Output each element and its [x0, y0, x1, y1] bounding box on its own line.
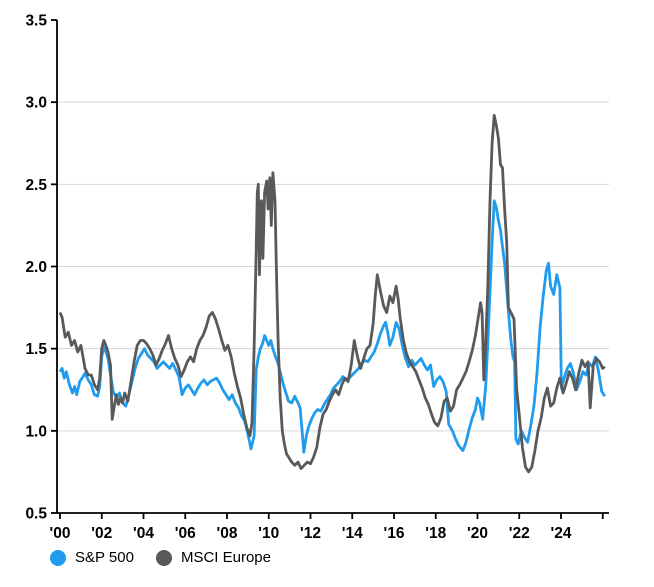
legend-item-msci-europe: MSCI Europe	[155, 549, 271, 566]
x-tick-label: '04	[133, 525, 154, 542]
x-tick-label: '00	[50, 525, 71, 542]
legend-label-sp500: S&P 500	[75, 549, 134, 566]
series-line-sp500	[58, 199, 606, 454]
x-tick-label: '20	[467, 525, 488, 542]
y-tick-label: 1.5	[25, 341, 47, 358]
x-tick-label: '08	[217, 525, 238, 542]
x-tick-label: '14	[342, 525, 363, 542]
y-tick-label: 0.5	[25, 506, 47, 523]
series-line-msci-europe	[58, 113, 606, 474]
y-tick-label: 2.0	[25, 259, 47, 276]
x-tick-label: '18	[425, 525, 446, 542]
y-tick-label: 1.0	[25, 423, 47, 440]
legend-item-sp500: S&P 500	[50, 549, 134, 566]
legend-swatch-sp500-icon	[50, 549, 66, 566]
legend: S&P 500 MSCI Europe	[50, 549, 271, 566]
x-tick-label: '16	[384, 525, 405, 542]
x-tick-label: '12	[300, 525, 321, 542]
y-tick-label: 3.5	[25, 13, 47, 30]
x-tick-label: '10	[258, 525, 279, 542]
y-tick-label: 3.0	[25, 95, 47, 112]
y-tick-label: 2.5	[25, 177, 47, 194]
legend-label-msci-europe: MSCI Europe	[180, 549, 271, 566]
x-tick-label: '24	[551, 525, 572, 542]
legend-swatch-msci-europe-icon	[155, 549, 172, 566]
x-tick-label: '02	[91, 525, 112, 542]
x-tick-label: '06	[175, 525, 196, 542]
x-tick-label: '22	[509, 525, 530, 542]
